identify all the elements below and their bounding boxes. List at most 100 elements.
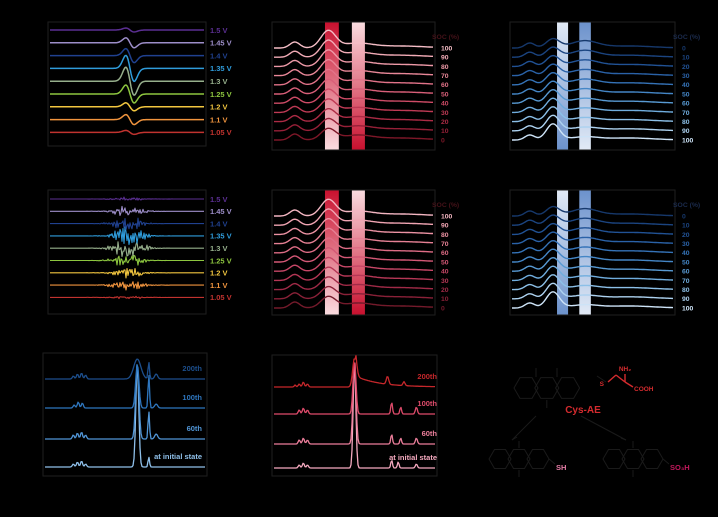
highlight-band (351, 190, 365, 315)
bond-line (615, 374, 626, 383)
axis-frame (271, 354, 438, 477)
soc-label: 80 (441, 232, 449, 239)
trace-line (50, 47, 204, 64)
soc-label: 60 (441, 250, 449, 257)
soc-label: 70 (682, 278, 690, 285)
voltage-label: 1.45 V (210, 39, 232, 48)
trace-line (274, 49, 433, 68)
highlight-band (557, 190, 569, 315)
cycle-label: 60th (187, 424, 203, 433)
soc-label: 0 (441, 305, 445, 312)
ring-skeleton (555, 377, 581, 399)
axis-frame (271, 21, 436, 151)
highlight-band (351, 22, 365, 150)
ring-skeleton (621, 449, 645, 469)
ring-skeleton (526, 449, 550, 469)
soc-label: 100 (682, 137, 694, 144)
soc-label: 0 (682, 213, 686, 220)
bond-line (624, 381, 634, 388)
soc-label: 10 (441, 128, 449, 135)
soc-label: 20 (441, 287, 449, 294)
voltage-label: 1.4 V (210, 219, 228, 228)
trace-line (274, 98, 433, 114)
cycle-label: 200th (417, 372, 437, 381)
trace-line (45, 364, 205, 409)
trace-line (274, 363, 435, 445)
cycle-label: 100th (182, 393, 202, 402)
reaction-scheme: S NH₂ COOH Cys-AE SH SO₃H (488, 366, 690, 477)
voltage-label: 1.5 V (210, 195, 228, 204)
trace-line (274, 208, 433, 226)
trace-line (512, 222, 673, 236)
soc-label: 0 (682, 45, 686, 52)
voltage-label: 1.2 V (210, 269, 228, 278)
voltage-label: 1.5 V (210, 26, 228, 35)
trace-line (274, 362, 435, 415)
scheme-label-s: S (600, 381, 605, 388)
trace-line (512, 114, 673, 132)
panel-nmr-blue: 200th 100th 60th at initial state (8, 344, 240, 517)
panel-reaction-scheme: S NH₂ COOH Cys-AE SH SO₃H (486, 344, 718, 517)
voltage-label: 1.1 V (210, 115, 228, 124)
soc-label: 50 (682, 259, 690, 266)
soc-label: 90 (682, 296, 690, 303)
bond-line (548, 458, 556, 465)
ring-skeleton (513, 377, 539, 399)
soc-label: 40 (441, 101, 449, 108)
nmr-red-chart: 200th 100th 60th at initial state (271, 354, 438, 477)
epr-discharge-chart: 1.5 V 1.45 V 1.4 V 1.35 V 1.3 V 1.25 V 1.2 V 1.… (47, 189, 232, 315)
trace-line (512, 46, 673, 58)
soc-label: 20 (441, 119, 449, 126)
trace-line (274, 218, 433, 236)
soc-label: 100 (441, 213, 453, 220)
trace-line (274, 78, 433, 95)
cycle-label: 100th (417, 399, 437, 408)
trace-line (50, 241, 204, 258)
trace-line (512, 89, 673, 104)
trace-line (274, 227, 433, 245)
soc-label: 70 (441, 73, 449, 80)
trace-line (274, 117, 433, 132)
trace-line (50, 102, 204, 112)
soc-label: 30 (441, 278, 449, 285)
cycle-label: 200th (182, 364, 202, 373)
highlight-band (324, 190, 339, 315)
panel-nmr-red: 200th 100th 60th at initial state (248, 344, 480, 517)
soc-label: 10 (682, 55, 690, 62)
panel-spectra-charge-blue: SOC (%) 0 10 20 30 40 50 60 70 80 90 100 (486, 6, 718, 172)
soc-label: 30 (682, 241, 690, 248)
soc-label: 80 (682, 119, 690, 126)
trace-line (512, 63, 673, 77)
trace-line (274, 68, 433, 86)
trace-line (512, 54, 673, 68)
soc-label: 80 (682, 287, 690, 294)
voltage-label: 1.2 V (210, 103, 228, 112)
trace-line (512, 37, 673, 49)
trace-line (45, 365, 205, 468)
trace-line (50, 281, 204, 291)
trace-line (274, 295, 433, 309)
trace-line (512, 282, 673, 300)
bond-line (511, 415, 537, 441)
soc-label: 50 (682, 91, 690, 98)
soc-label: 60 (682, 101, 690, 108)
soc-label: 70 (682, 110, 690, 117)
soc-header-label: SOC (%) (673, 202, 700, 209)
ring-skeleton (507, 449, 531, 469)
soc-label: 90 (441, 223, 449, 230)
trace-line (50, 217, 204, 231)
trace-line (274, 247, 433, 263)
trace-line (512, 72, 673, 86)
soc-label: 50 (441, 91, 449, 98)
bond-line (662, 458, 670, 465)
voltage-label: 1.35 V (210, 64, 232, 73)
scheme-label-cooh: COOH (634, 386, 654, 393)
soc-label: 10 (682, 223, 690, 230)
trace-line (274, 355, 435, 388)
soc-label: 70 (441, 241, 449, 248)
axis-frame (47, 21, 207, 147)
trace-line (50, 27, 204, 33)
trace-line (50, 205, 204, 217)
